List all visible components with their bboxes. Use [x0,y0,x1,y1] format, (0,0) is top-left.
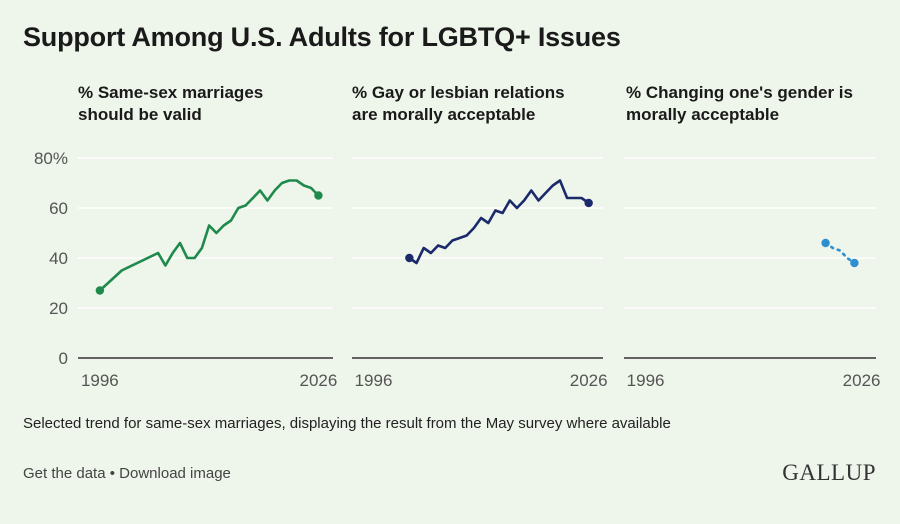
y-tick-label: 40 [49,249,68,268]
x-tick-label: 1996 [627,371,665,390]
data-point [821,238,830,248]
x-tick-label: 1996 [81,371,119,390]
x-tick-label: 2026 [300,371,338,390]
data-point [584,198,593,208]
x-tick-label: 1996 [355,371,393,390]
x-tick-label: 2026 [843,371,881,390]
data-point [405,253,414,263]
download-image-link[interactable]: Download image [119,465,231,482]
panel-title-gender: % Changing one's gender is morally accep… [626,83,853,124]
gallup-logo: GALLUP [782,460,876,485]
y-tick-label: 60 [49,199,68,218]
y-tick-label: 80% [34,149,68,168]
data-point [95,286,105,295]
chart-title: Support Among U.S. Adults for LGBTQ+ Iss… [23,22,621,52]
footer-links: Get the data • Download image [23,465,231,482]
data-point [850,258,859,268]
panel-title-relations: % Gay or lesbian relations are morally a… [352,83,565,124]
y-tick-label: 0 [59,349,68,368]
panel-title-marriage: % Same-sex marriages should be valid [78,83,264,124]
footnote: Selected trend for same-sex marriages, d… [23,415,671,432]
x-tick-label: 2026 [570,371,608,390]
series-line [98,179,320,292]
series-line [408,179,590,265]
series-line [824,241,856,265]
get-data-link[interactable]: Get the data [23,465,106,482]
data-point [314,191,323,200]
y-tick-label: 20 [49,299,68,318]
footer-separator: • [109,465,115,482]
